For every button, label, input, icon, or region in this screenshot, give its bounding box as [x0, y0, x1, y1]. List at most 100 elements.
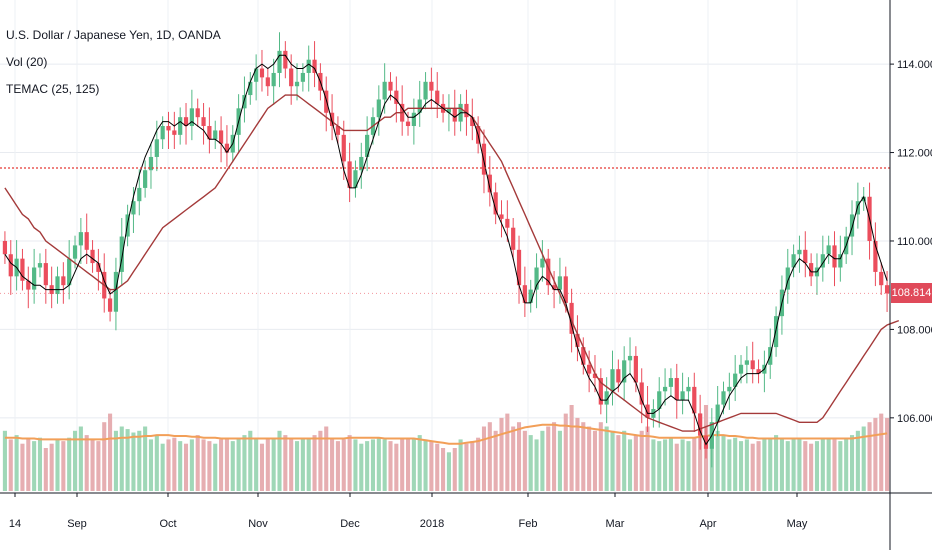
volume-bar [26, 439, 31, 491]
volume-bar [791, 437, 796, 491]
candle-body [300, 72, 305, 82]
volume-bar [592, 430, 598, 491]
volume-bar [189, 439, 194, 491]
y-tick-label: 108.000 [897, 324, 932, 336]
volume-bar [14, 435, 19, 491]
volume-bar [668, 437, 673, 491]
candle-body [861, 196, 866, 202]
candle-body [563, 276, 568, 303]
candle-body [183, 117, 189, 127]
volume-bar [861, 426, 866, 491]
volume-bar [826, 437, 831, 491]
candle-body [119, 236, 124, 272]
candle-body [809, 263, 814, 277]
volume-bar [686, 441, 691, 491]
candle-body [172, 130, 177, 135]
volume-bar [814, 441, 820, 491]
volume-bar [125, 429, 130, 491]
volume-bar [61, 441, 66, 491]
x-tick-label: Feb [519, 518, 538, 530]
y-tick-label: 112.000 [897, 148, 932, 160]
volume-bar [411, 439, 416, 491]
volume-bar [148, 439, 154, 491]
candle-body [464, 103, 469, 118]
candle-body [551, 285, 557, 290]
volume-bar [441, 448, 446, 491]
candle-body [394, 90, 399, 104]
candle-body [248, 81, 253, 96]
x-tick-label: 2018 [420, 518, 444, 530]
volume-layer [2, 405, 890, 491]
volume-bar [563, 413, 568, 491]
volume-bar [376, 437, 381, 491]
volume-bar [458, 439, 463, 491]
volume-bar [516, 422, 522, 491]
volume-bar [575, 417, 580, 491]
candle-body [838, 254, 843, 268]
volume-bar [382, 439, 387, 491]
candle-body [218, 130, 224, 144]
candle-body [166, 126, 171, 131]
candle-body [470, 117, 475, 127]
volume-bar [300, 437, 305, 491]
volume-bar [365, 441, 370, 491]
candle-body [353, 170, 358, 188]
temac-slow-line [4, 94, 900, 432]
candle-body [849, 214, 855, 237]
candle-body [785, 267, 790, 290]
candle-body [154, 139, 159, 157]
volume-bar [353, 439, 358, 491]
candle-body [283, 50, 288, 69]
candle-body [540, 258, 545, 268]
volume-bar [838, 441, 843, 491]
volume-bar [879, 413, 884, 491]
candle-body [587, 364, 592, 374]
volume-bar [552, 422, 557, 491]
candle-body [435, 90, 440, 104]
candle-body [738, 364, 744, 374]
volume-bar [663, 439, 668, 491]
candle-body [32, 267, 37, 290]
candle-body [692, 386, 697, 414]
volume-bar [849, 435, 855, 491]
volume-bar [318, 430, 323, 491]
volume-bar [137, 430, 142, 491]
volume-bar [820, 439, 825, 491]
volume-bar [8, 439, 13, 491]
volume-bar [622, 430, 627, 491]
candle-body [499, 214, 504, 219]
volume-bar [476, 437, 481, 491]
volume-bar [20, 443, 25, 491]
volume-bar [283, 435, 288, 491]
volume-bar [388, 441, 393, 491]
candle-body [803, 249, 808, 264]
candle-body [376, 99, 381, 118]
volume-bar [885, 417, 890, 491]
candle-body [213, 130, 218, 140]
volume-bar [674, 443, 679, 491]
volume-bar [844, 437, 849, 491]
volume-bar [610, 430, 615, 491]
moving-averages-layer [4, 54, 900, 446]
volume-bar [119, 426, 124, 491]
candle-body [405, 121, 411, 127]
x-tick-label: Mar [606, 518, 625, 530]
volume-bar [522, 430, 527, 491]
candle-body [727, 386, 732, 392]
volume-bar [289, 439, 294, 491]
volume-bar [265, 437, 270, 491]
candle-body [143, 170, 148, 188]
candle-body [224, 143, 230, 153]
candle-body [90, 249, 95, 264]
volume-bar [394, 443, 399, 491]
volume-bar [230, 441, 235, 491]
candle-body [756, 369, 761, 374]
candle-body [873, 240, 878, 272]
volume-bar [435, 443, 440, 491]
volume-bar [867, 422, 872, 491]
volume-bar [178, 441, 183, 491]
volume-bar [750, 443, 755, 491]
volume-bar [744, 439, 749, 491]
volume-bar [84, 435, 89, 491]
volume-bar [49, 443, 54, 491]
